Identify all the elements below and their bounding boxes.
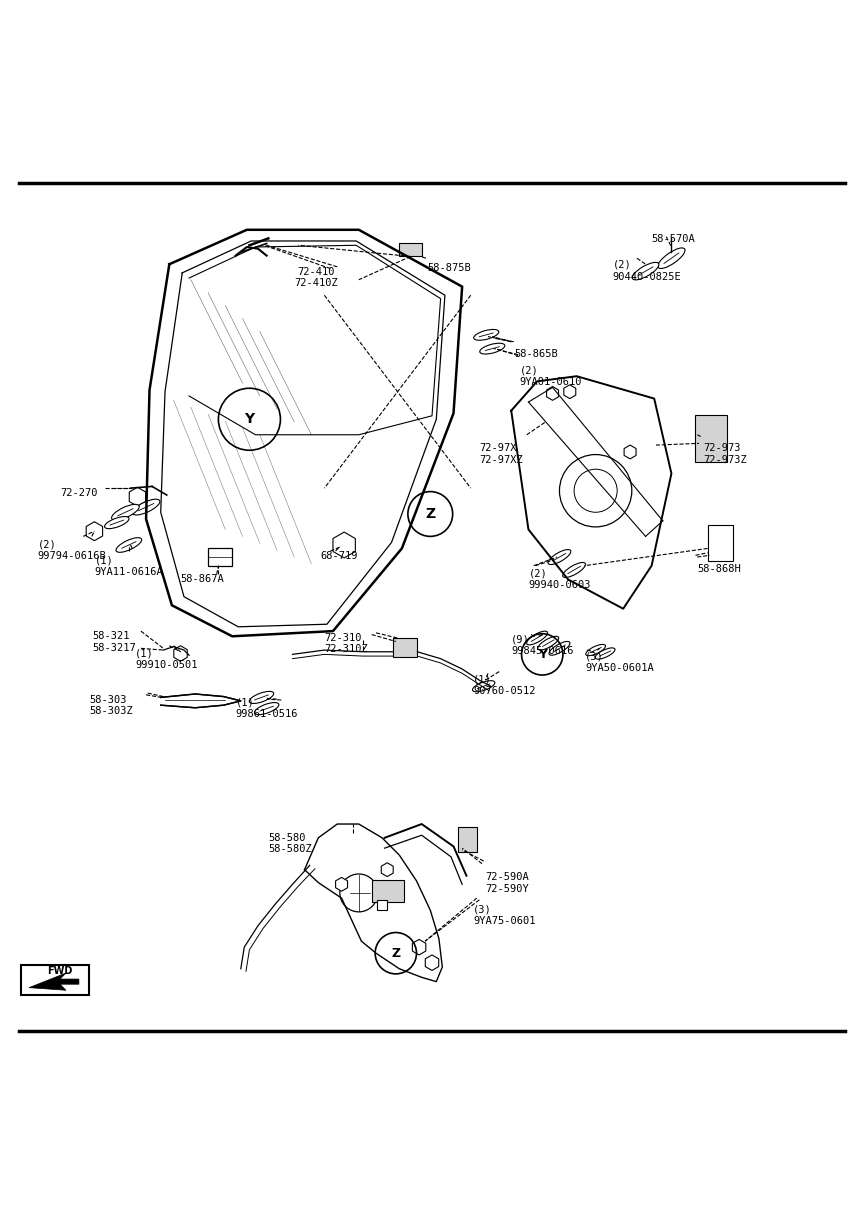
Ellipse shape (473, 681, 495, 692)
Text: 72-410
72-410Z: 72-410 72-410Z (294, 267, 338, 289)
Text: 72-270: 72-270 (60, 488, 98, 498)
Text: 58-303
58-303Z: 58-303 58-303Z (89, 694, 133, 716)
Text: (9)
99845-0616: (9) 99845-0616 (511, 635, 574, 656)
Text: Y: Y (537, 648, 547, 660)
Bar (393, 639, 417, 657)
Ellipse shape (586, 645, 606, 656)
Ellipse shape (116, 538, 142, 552)
Text: (1)
90760-0512: (1) 90760-0512 (473, 674, 536, 696)
Ellipse shape (249, 692, 274, 703)
Ellipse shape (254, 703, 279, 715)
Polygon shape (381, 863, 393, 877)
Text: (3)
9YA75-0601: (3) 9YA75-0601 (473, 904, 536, 926)
Bar (458, 827, 477, 852)
Text: 58-868H: 58-868H (697, 565, 741, 574)
Text: (1)
99910-0501: (1) 99910-0501 (135, 648, 197, 670)
Polygon shape (335, 878, 347, 891)
Text: 58-570A: 58-570A (651, 234, 696, 244)
Ellipse shape (537, 636, 559, 649)
Text: Z: Z (425, 507, 435, 521)
Text: Y: Y (245, 413, 255, 426)
Text: 58-875B: 58-875B (428, 262, 472, 272)
Bar (399, 243, 422, 256)
Ellipse shape (132, 499, 160, 515)
Ellipse shape (105, 516, 129, 528)
Ellipse shape (473, 329, 499, 340)
Polygon shape (130, 487, 146, 506)
Ellipse shape (549, 641, 570, 656)
Ellipse shape (111, 504, 139, 520)
Text: Z: Z (391, 947, 400, 960)
Text: 72-310
72-310Z: 72-310 72-310Z (324, 632, 368, 654)
Ellipse shape (595, 648, 615, 659)
Text: 58-321
58-3217: 58-321 58-3217 (92, 631, 136, 653)
Polygon shape (86, 522, 103, 540)
Polygon shape (624, 446, 636, 459)
Polygon shape (333, 532, 355, 558)
Text: (2)
90440-0825E: (2) 90440-0825E (613, 260, 682, 282)
Text: 58-580
58-580Z: 58-580 58-580Z (269, 833, 312, 855)
Ellipse shape (562, 562, 586, 578)
Polygon shape (208, 549, 232, 566)
Text: (1)
99861-0516: (1) 99861-0516 (236, 697, 298, 719)
Text: (3)
9YA50-0601A: (3) 9YA50-0601A (585, 652, 654, 674)
Bar (695, 415, 727, 463)
Text: (2)
99794-0616B: (2) 99794-0616B (37, 540, 106, 561)
Polygon shape (412, 940, 426, 955)
Polygon shape (547, 386, 558, 401)
Ellipse shape (480, 344, 505, 354)
Ellipse shape (658, 248, 685, 268)
Ellipse shape (527, 631, 548, 645)
Polygon shape (425, 955, 439, 970)
Bar (377, 900, 387, 910)
Bar (372, 880, 404, 902)
Text: FWD: FWD (48, 965, 73, 976)
Text: 72-97X
72-97XZ: 72-97X 72-97XZ (480, 443, 523, 465)
Text: (2)
9YA01-0610: (2) 9YA01-0610 (520, 365, 582, 387)
Text: 68-719: 68-719 (320, 551, 358, 561)
Ellipse shape (548, 550, 571, 565)
Text: (1)
9YA11-0616A: (1) 9YA11-0616A (94, 555, 163, 577)
Polygon shape (564, 385, 575, 398)
Text: 58-867A: 58-867A (181, 574, 225, 584)
Text: 58-865B: 58-865B (514, 348, 557, 358)
Polygon shape (161, 694, 241, 708)
Text: 72-973
72-973Z: 72-973 72-973Z (703, 443, 747, 465)
Ellipse shape (632, 262, 659, 280)
Polygon shape (29, 972, 79, 991)
Bar (708, 526, 734, 561)
Text: 72-590A
72-590Y: 72-590A 72-590Y (486, 872, 529, 894)
Polygon shape (174, 646, 187, 662)
Text: (2)
99940-0603: (2) 99940-0603 (529, 568, 591, 590)
